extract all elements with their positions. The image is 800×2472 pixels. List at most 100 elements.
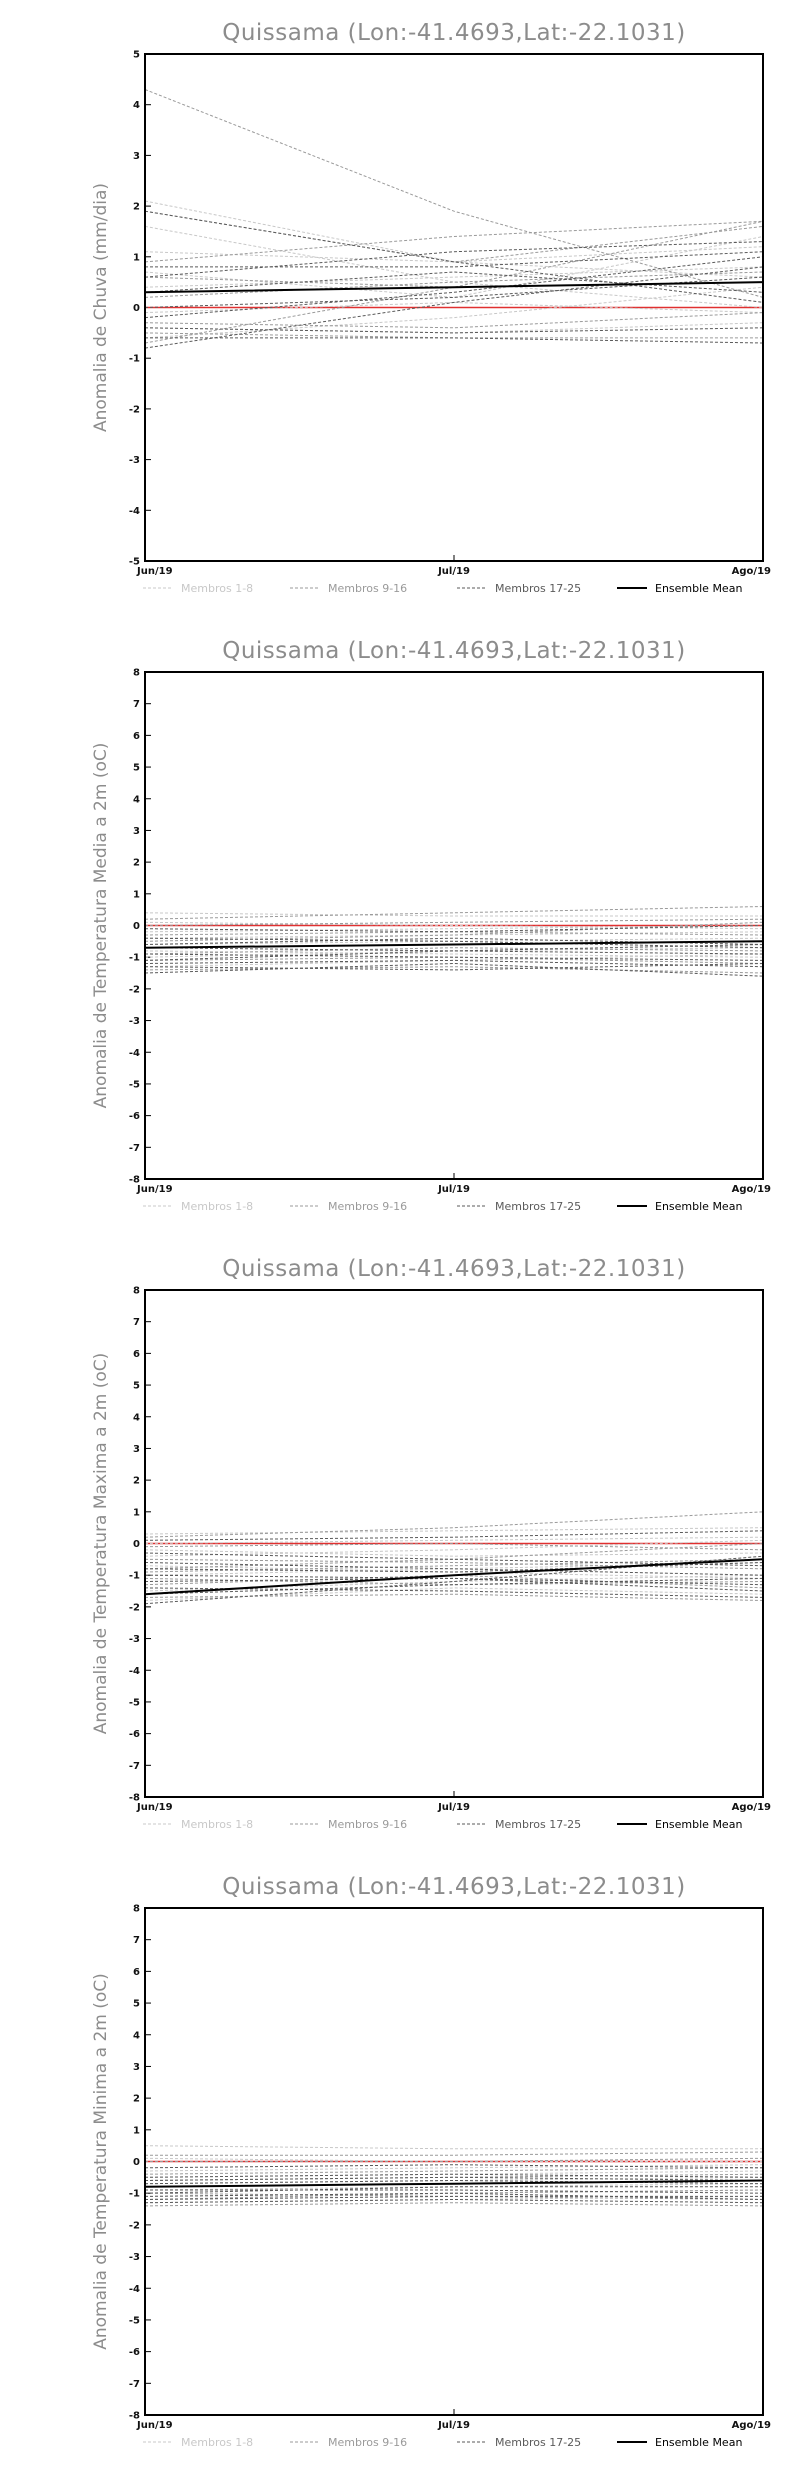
member-line-11 [144, 956, 764, 964]
member-line-22 [144, 1552, 764, 1567]
y-tick-label: -8 [129, 2411, 140, 2422]
y-tick-label: 0 [133, 2157, 140, 2168]
legend-item-1: Membros 1-8 [143, 582, 253, 595]
legend-item-4: Ensemble Mean [617, 582, 742, 595]
member-line-9 [144, 89, 764, 298]
ensemble-mean-line [144, 1558, 764, 1596]
legend-label: Ensemble Mean [655, 1818, 742, 1831]
member-line-3 [144, 937, 764, 945]
member-line-3 [144, 2176, 764, 2185]
y-tick-label: -7 [129, 1761, 140, 1772]
member-line-25 [144, 1574, 764, 1592]
member-line-22 [144, 2186, 763, 2194]
y-tick-label: 5 [133, 1999, 140, 2010]
y-tick-label: 2 [133, 858, 140, 869]
member-line-8 [144, 322, 764, 334]
y-tick-label: -5 [129, 1079, 140, 1090]
member-line-12 [144, 220, 764, 344]
legend-label: Membros 9-16 [328, 2436, 407, 2449]
member-line-12 [144, 2167, 764, 2175]
member-line-18 [144, 1562, 764, 1576]
y-tick-label: 5 [133, 50, 140, 61]
member-line-8 [144, 2183, 764, 2191]
y-tick-label: -5 [129, 1697, 140, 1708]
y-tick-label: 4 [133, 100, 140, 111]
chart-title: Quissama (Lon:-41.4693,Lat:-22.1031) [222, 1256, 686, 1282]
member-line-16 [144, 1558, 764, 1573]
legend-label: Membros 17-25 [495, 1818, 581, 1831]
legend-item-2: Membros 9-16 [290, 2436, 407, 2449]
member-line-4 [144, 286, 764, 339]
y-tick-label: 0 [133, 921, 140, 932]
member-line-13 [144, 1593, 764, 1601]
x-tick-label: Ago/19 [732, 566, 771, 577]
y-tick-label: 7 [133, 1317, 140, 1328]
member-line-13 [144, 2202, 764, 2207]
legend-label: Membros 1-8 [181, 1200, 253, 1213]
legend-item-2: Membros 9-16 [290, 1818, 407, 1831]
member-line-20 [144, 2164, 764, 2169]
y-tick-label: -6 [129, 2347, 140, 2358]
y-tick-label: -1 [129, 953, 140, 964]
y-tick-label: -1 [129, 2189, 140, 2200]
legend-item-2: Membros 9-16 [290, 1200, 407, 1213]
y-tick-label: -4 [129, 2284, 140, 2295]
legend-label: Ensemble Mean [655, 1200, 742, 1213]
y-tick-label: 1 [133, 1507, 140, 1518]
y-tick-label: 0 [133, 303, 140, 314]
member-line-19 [144, 266, 764, 349]
member-line-21 [145, 2189, 764, 2194]
y-tick-label: 1 [133, 2125, 140, 2136]
member-line-9 [144, 906, 764, 920]
y-tick-label: -7 [129, 1143, 140, 1154]
chart-title: Quissama (Lon:-41.4693,Lat:-22.1031) [222, 20, 686, 46]
member-line-11 [144, 1574, 764, 1589]
y-tick-label: -5 [129, 557, 140, 568]
member-line-9 [145, 2151, 764, 2156]
x-tick-label: Ago/19 [732, 1802, 771, 1813]
member-line-1 [144, 2145, 763, 2150]
y-tick-label: 2 [133, 2094, 140, 2105]
member-line-20 [144, 925, 764, 933]
member-line-21 [144, 1577, 764, 1586]
y-axis-label: Anomalia de Temperatura Media a 2m (oC) [91, 743, 111, 1109]
legend-label: Ensemble Mean [655, 2436, 742, 2449]
y-tick-label: -4 [129, 1666, 140, 1677]
y-tick-label: -1 [129, 354, 140, 365]
member-line-12 [144, 931, 764, 936]
chart-panel-3: Quissama (Lon:-41.4693,Lat:-22.1031) Anom… [91, 1256, 771, 1831]
x-tick-label: Ago/19 [732, 1184, 771, 1195]
member-line-4 [144, 947, 764, 958]
member-line-13 [144, 966, 764, 974]
ensemble-mean-line [144, 281, 764, 294]
y-tick-label: -5 [129, 2315, 140, 2326]
y-tick-label: -4 [129, 506, 140, 517]
legend-item-3: Membros 17-25 [457, 1200, 581, 1213]
y-tick-label: 0 [133, 1539, 140, 1550]
legend-label: Membros 17-25 [495, 582, 581, 595]
member-line-23 [144, 937, 764, 949]
x-tick-label: Jul/19 [437, 1184, 470, 1195]
y-tick-label: 5 [133, 1381, 140, 1392]
y-tick-label: -3 [129, 2252, 140, 2263]
member-line-8 [144, 1549, 764, 1557]
member-line-11 [144, 2192, 764, 2200]
member-line-7 [144, 931, 764, 939]
member-line-19 [144, 1587, 764, 1598]
ensemble-mean-line [144, 940, 764, 949]
legend-item-2: Membros 9-16 [290, 582, 407, 595]
chart-title: Quissama (Lon:-41.4693,Lat:-22.1031) [222, 1874, 686, 1900]
member-line-16 [144, 2189, 764, 2200]
y-tick-label: 6 [133, 1967, 140, 1978]
y-tick-label: 3 [133, 1444, 140, 1455]
y-tick-label: 4 [133, 2030, 140, 2041]
member-line-5 [144, 266, 764, 288]
member-line-19 [144, 2198, 764, 2204]
x-tick-label: Jul/19 [437, 1802, 470, 1813]
y-tick-label: -4 [129, 1048, 140, 1059]
y-tick-label: -2 [129, 2220, 140, 2231]
member-line-18 [144, 2176, 764, 2181]
x-tick-label: Jun/19 [136, 566, 173, 577]
legend-item-1: Membros 1-8 [143, 1818, 253, 1831]
y-axis-label: Anomalia de Temperatura Maxima a 2m (oC) [91, 1353, 111, 1735]
